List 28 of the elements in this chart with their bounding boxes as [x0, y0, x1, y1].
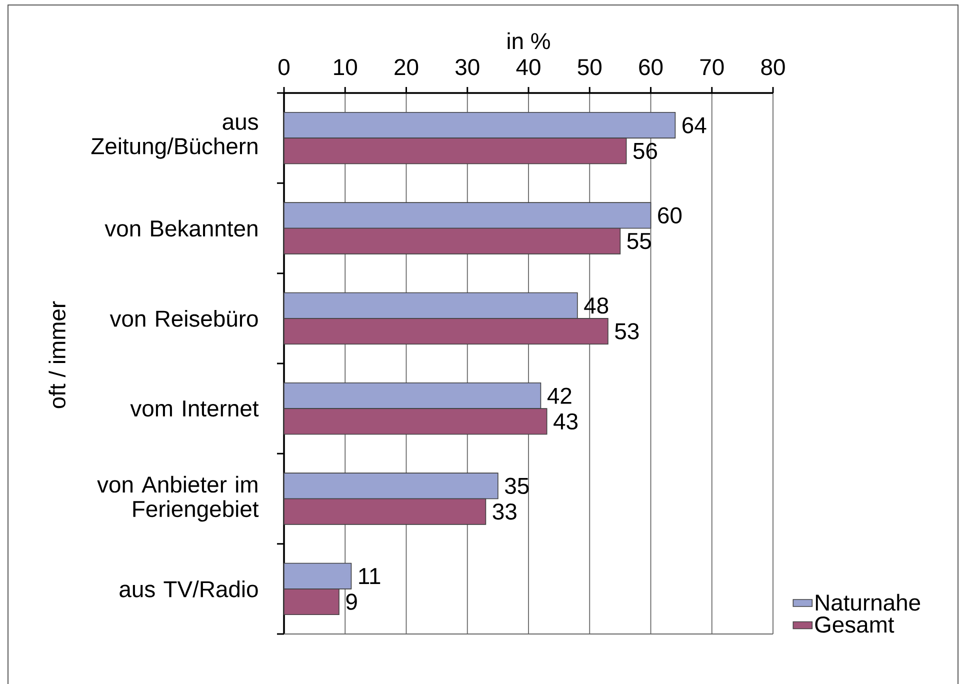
legend-label: Gesamt: [815, 616, 894, 633]
x-axis-title: in %: [508, 32, 550, 50]
x-tick-label: 80: [761, 58, 785, 76]
data-label: 9: [346, 594, 357, 610]
data-label: 11: [359, 568, 380, 584]
x-tick-label: 0: [278, 58, 290, 76]
y-axis-title: oft / immer: [48, 301, 66, 408]
data-label: 60: [658, 207, 682, 224]
y-tick-label: vom Internet: [130, 400, 259, 417]
data-label: 64: [682, 117, 706, 134]
data-label: 33: [492, 503, 516, 520]
y-tick-label: von Reisebüro: [110, 310, 258, 327]
x-tick-label: 60: [639, 58, 663, 76]
y-tick-label: von Bekannten: [104, 220, 258, 237]
x-tick-label: 50: [578, 58, 602, 76]
x-tick-label: 10: [334, 58, 357, 76]
x-tick-label: 40: [516, 58, 540, 76]
y-tick-label: von Anbieter im Feriengebiet: [97, 476, 259, 522]
x-tick-label: 30: [456, 58, 480, 76]
x-tick-label: 70: [700, 58, 724, 76]
data-label: 43: [554, 413, 578, 430]
data-label: 42: [547, 388, 572, 404]
data-label: 35: [505, 478, 529, 494]
data-label: 53: [615, 323, 639, 340]
legend-label: Naturnahe: [816, 594, 920, 611]
y-tick-label: aus Zeitung/Büchern: [91, 117, 258, 159]
y-tick-label: aus TV/Radio: [120, 580, 258, 598]
x-tick-label: 20: [394, 58, 418, 76]
